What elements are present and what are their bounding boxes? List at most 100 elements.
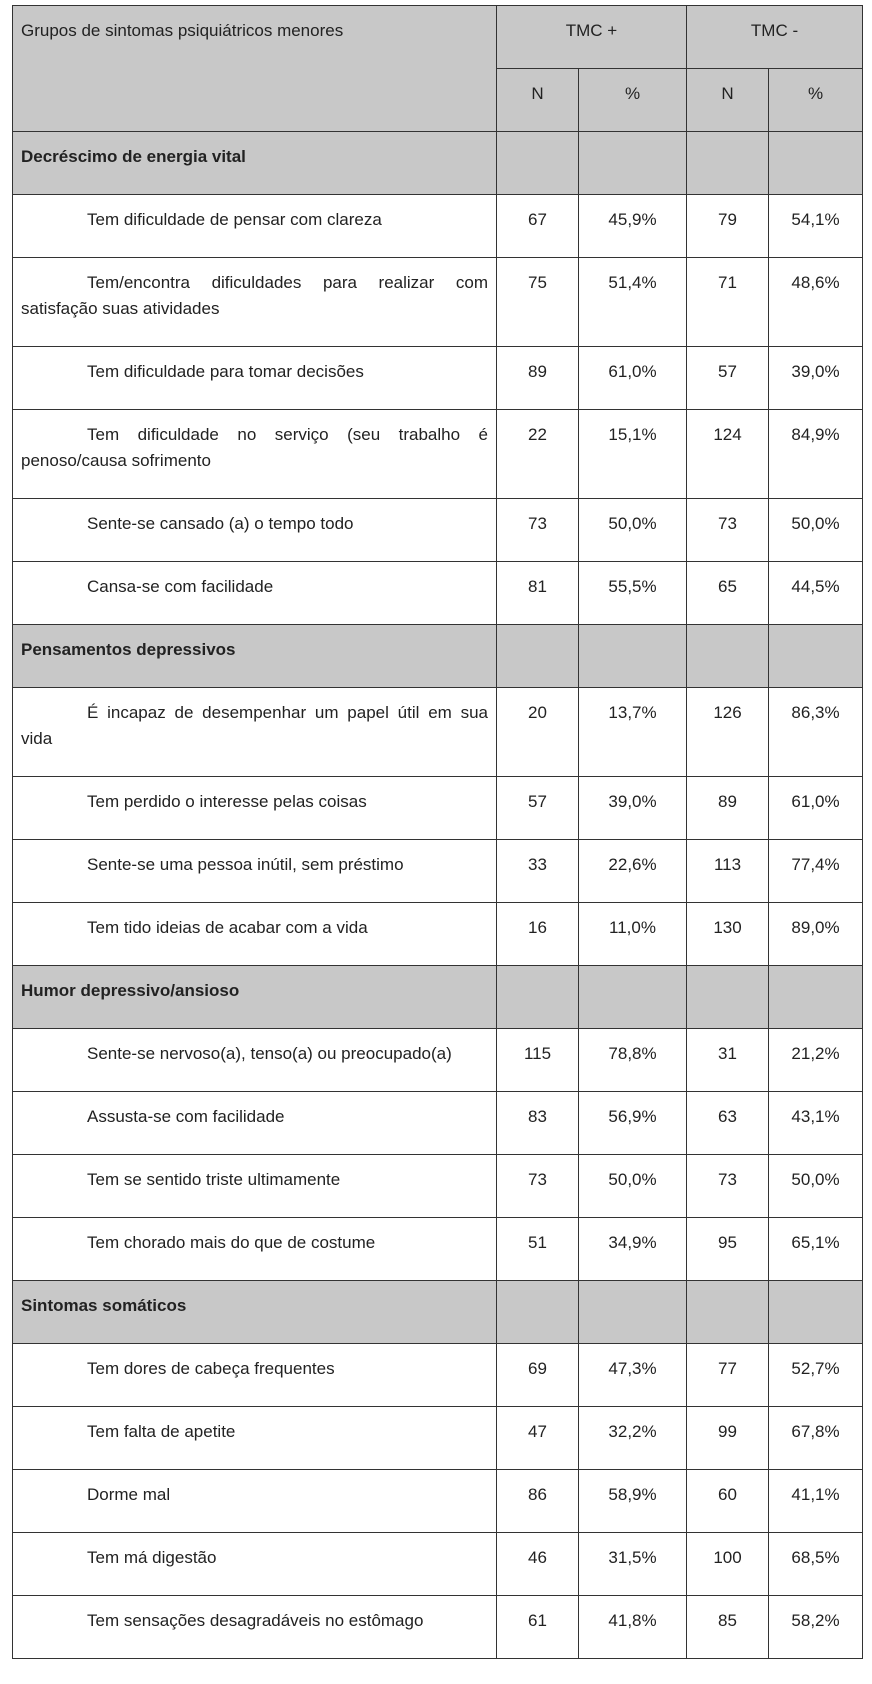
empty-cell — [496, 131, 579, 195]
percent-cell: 15,1% — [577, 409, 688, 499]
empty-cell — [496, 624, 579, 688]
percent-cell: 61,0% — [768, 776, 864, 840]
percent-cell: 68,5% — [768, 1532, 864, 1596]
table-head: Grupos de sintomas psiquiátricos menores… — [12, 5, 864, 132]
header-row: Grupos de sintomas psiquiátricos menores… — [12, 5, 864, 132]
symptom-label: Tem tido ideias de acabar com a vida — [12, 902, 497, 966]
count-cell: 83 — [496, 1091, 579, 1155]
percent-cell: 61,0% — [577, 346, 688, 410]
symptom-label: Tem sensações desagradáveis no estômago — [12, 1595, 497, 1659]
count-cell: 33 — [496, 839, 579, 903]
count-cell: 67 — [496, 194, 579, 258]
empty-cell — [686, 624, 770, 688]
section-title: Sintomas somáticos — [12, 1280, 497, 1344]
percent-cell: 47,3% — [577, 1343, 688, 1407]
symptom-row: Tem tido ideias de acabar com a vida 16 11… — [12, 902, 864, 966]
table-body: Decréscimo de energia vital Tem dificulda… — [12, 131, 864, 1659]
percent-cell: 58,9% — [577, 1469, 688, 1533]
symptom-label: Tem má digestão — [12, 1532, 497, 1596]
percent-cell: 41,1% — [768, 1469, 864, 1533]
symptom-label: Cansa-se com facilidade — [12, 561, 497, 625]
empty-cell — [577, 624, 688, 688]
percent-cell: 48,6% — [768, 257, 864, 347]
symptom-label: Tem dificuldade para tomar decisões — [12, 346, 497, 410]
percent-cell: 45,9% — [577, 194, 688, 258]
percent-cell: 77,4% — [768, 839, 864, 903]
symptom-label: Tem dificuldade de pensar com clareza — [12, 194, 497, 258]
symptom-label: Tem dores de cabeça frequentes — [12, 1343, 497, 1407]
symptom-row: Tem dificuldade de pensar com clareza 67 4… — [12, 194, 864, 258]
count-cell: 57 — [496, 776, 579, 840]
section-title: Pensamentos depressivos — [12, 624, 497, 688]
symptom-label: Assusta-se com facilidade — [12, 1091, 497, 1155]
section-title: Humor depressivo/ansioso — [12, 965, 497, 1029]
count-cell: 99 — [686, 1406, 770, 1470]
section-title: Decréscimo de energia vital — [12, 131, 497, 195]
count-cell: 115 — [496, 1028, 579, 1092]
empty-cell — [577, 1280, 688, 1344]
count-cell: 20 — [496, 687, 579, 777]
count-cell: 63 — [686, 1091, 770, 1155]
percent-cell: 50,0% — [577, 498, 688, 562]
symptom-row: Tem má digestão 46 31,5% 100 68,5% — [12, 1532, 864, 1596]
percent-cell: 65,1% — [768, 1217, 864, 1281]
symptom-row: Sente-se uma pessoa inútil, sem préstimo… — [12, 839, 864, 903]
symptom-label: Sente-se cansado (a) o tempo todo — [12, 498, 497, 562]
count-cell: 57 — [686, 346, 770, 410]
percent-cell: 31,5% — [577, 1532, 688, 1596]
percent-cell: 44,5% — [768, 561, 864, 625]
symptom-label: Tem/encontra dificuldades para realizar … — [12, 257, 497, 347]
count-cell: 73 — [686, 498, 770, 562]
symptom-row: Tem dificuldade no serviço (seu trabalho… — [12, 409, 864, 499]
empty-cell — [768, 1280, 864, 1344]
count-cell: 73 — [496, 498, 579, 562]
subheader-row: N% N% — [13, 68, 864, 132]
percent-cell: 52,7% — [768, 1343, 864, 1407]
percent-cell: 11,0% — [577, 902, 688, 966]
empty-cell — [768, 624, 864, 688]
percent-cell: 39,0% — [577, 776, 688, 840]
symptom-label: Sente-se uma pessoa inútil, sem préstimo — [12, 839, 497, 903]
section-row: Sintomas somáticos — [12, 1280, 864, 1344]
column-header: % — [768, 68, 864, 132]
column-header: % — [577, 68, 688, 132]
symptom-label: Tem falta de apetite — [12, 1406, 497, 1470]
count-cell: 31 — [686, 1028, 770, 1092]
count-cell: 126 — [686, 687, 770, 777]
tmc-pos-header: TMC + — [495, 5, 688, 69]
count-cell: 89 — [686, 776, 770, 840]
column-header: N — [496, 68, 579, 132]
percent-cell: 32,2% — [577, 1406, 688, 1470]
count-cell: 47 — [496, 1406, 579, 1470]
count-cell: 75 — [496, 257, 579, 347]
symptom-label: Sente-se nervoso(a), tenso(a) ou preocup… — [12, 1028, 497, 1092]
symptom-row: Tem perdido o interesse pelas coisas 57 39… — [12, 776, 864, 840]
symptom-row: Tem falta de apetite 47 32,2% 99 67,8% — [12, 1406, 864, 1470]
symptom-label: Tem perdido o interesse pelas coisas — [12, 776, 497, 840]
column-header: N — [686, 68, 770, 132]
symptom-row: Cansa-se com facilidade 81 55,5% 65 44,5% — [12, 561, 864, 625]
count-cell: 46 — [496, 1532, 579, 1596]
empty-cell — [686, 1280, 770, 1344]
empty-cell — [686, 965, 770, 1029]
symptom-label: Tem chorado mais do que de costume — [12, 1217, 497, 1281]
symptom-row: Tem sensações desagradáveis no estômago 6… — [12, 1595, 864, 1659]
symptom-label: Tem dificuldade no serviço (seu trabalho… — [12, 409, 497, 499]
count-cell: 51 — [496, 1217, 579, 1281]
symptom-row: Tem chorado mais do que de costume 51 34,9… — [12, 1217, 864, 1281]
empty-cell — [686, 131, 770, 195]
count-cell: 22 — [496, 409, 579, 499]
percent-cell: 58,2% — [768, 1595, 864, 1659]
percent-cell: 56,9% — [577, 1091, 688, 1155]
percent-cell: 39,0% — [768, 346, 864, 410]
percent-cell: 13,7% — [577, 687, 688, 777]
count-cell: 81 — [496, 561, 579, 625]
symptom-row: Tem dores de cabeça frequentes 69 47,3% 77 5… — [12, 1343, 864, 1407]
count-cell: 85 — [686, 1595, 770, 1659]
empty-cell — [577, 131, 688, 195]
symptom-row: Tem/encontra dificuldades para realizar … — [12, 257, 864, 347]
percent-cell: 67,8% — [768, 1406, 864, 1470]
percent-cell: 41,8% — [577, 1595, 688, 1659]
count-cell: 60 — [686, 1469, 770, 1533]
percent-cell: 55,5% — [577, 561, 688, 625]
